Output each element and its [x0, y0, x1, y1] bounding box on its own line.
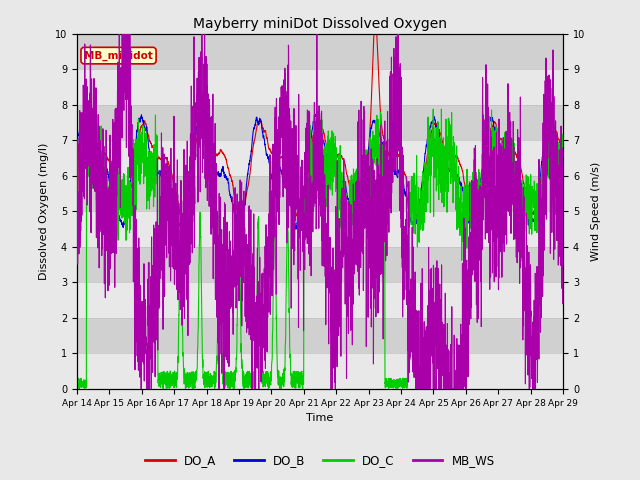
Bar [77, 176, 563, 211]
Bar [77, 140, 563, 176]
Bar [77, 211, 563, 247]
Y-axis label: Dissolved Oxygen (mg/l): Dissolved Oxygen (mg/l) [39, 143, 49, 280]
Bar [77, 34, 563, 69]
Bar [77, 282, 563, 318]
Text: MB_minidot: MB_minidot [84, 50, 153, 61]
Bar [77, 69, 563, 105]
X-axis label: Time: Time [307, 413, 333, 423]
Y-axis label: Wind Speed (m/s): Wind Speed (m/s) [591, 162, 601, 261]
Title: Mayberry miniDot Dissolved Oxygen: Mayberry miniDot Dissolved Oxygen [193, 17, 447, 31]
Bar [77, 318, 563, 353]
Bar [77, 247, 563, 282]
Bar [77, 353, 563, 389]
Legend: DO_A, DO_B, DO_C, MB_WS: DO_A, DO_B, DO_C, MB_WS [141, 449, 499, 472]
Bar [77, 105, 563, 140]
